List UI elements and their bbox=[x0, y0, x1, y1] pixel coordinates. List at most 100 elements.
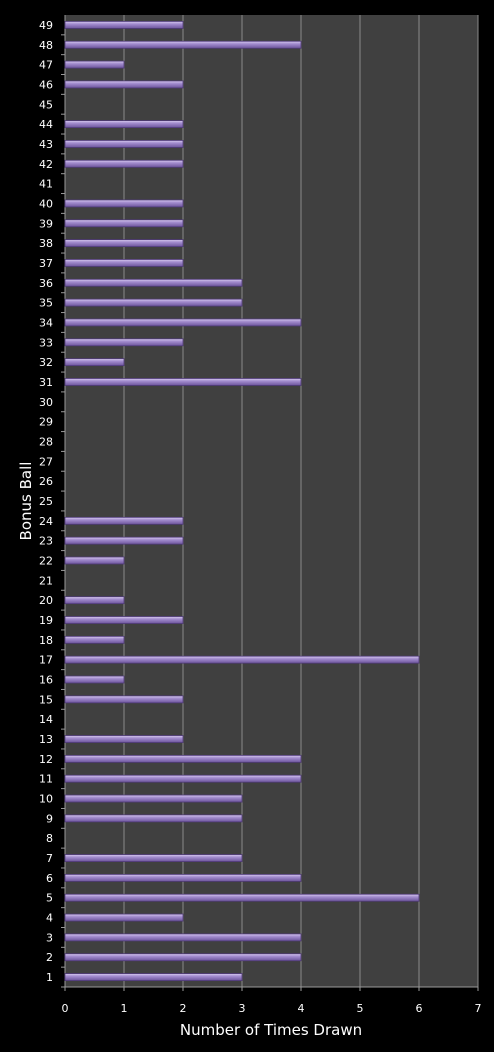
y-tick-label-45: 45 bbox=[39, 98, 53, 111]
y-tick-label-22: 22 bbox=[39, 555, 53, 568]
bar-46 bbox=[64, 80, 184, 89]
y-tick-label-33: 33 bbox=[39, 336, 53, 349]
y-tick-label-12: 12 bbox=[39, 753, 53, 766]
x-tick-label-0: 0 bbox=[62, 1002, 69, 1015]
y-tick-label-10: 10 bbox=[39, 793, 53, 806]
x-tick-label-1: 1 bbox=[121, 1002, 128, 1015]
y-tick-label-36: 36 bbox=[39, 277, 53, 290]
bar-6 bbox=[64, 873, 302, 882]
bar-11 bbox=[64, 774, 302, 783]
bar-24 bbox=[64, 516, 184, 525]
bar-43 bbox=[64, 140, 184, 148]
bar-48 bbox=[64, 40, 302, 49]
y-tick-label-21: 21 bbox=[39, 574, 53, 587]
bar-20 bbox=[64, 596, 125, 605]
y-tick-label-30: 30 bbox=[39, 396, 53, 409]
bar-35 bbox=[64, 298, 243, 307]
y-tick-label-43: 43 bbox=[39, 138, 53, 151]
bar-39 bbox=[64, 219, 184, 228]
y-tick-label-7: 7 bbox=[46, 852, 53, 865]
x-tick-label-2: 2 bbox=[180, 1002, 187, 1015]
bar-22 bbox=[64, 556, 125, 565]
bar-9 bbox=[64, 814, 243, 823]
y-tick-label-37: 37 bbox=[39, 257, 53, 270]
y-tick-label-8: 8 bbox=[46, 832, 53, 845]
x-tick-label-4: 4 bbox=[298, 1002, 305, 1015]
y-tick-label-29: 29 bbox=[39, 416, 53, 429]
bar-37 bbox=[64, 259, 184, 267]
bar-2 bbox=[64, 953, 302, 962]
bar-40 bbox=[64, 199, 184, 208]
bar-13 bbox=[64, 735, 184, 743]
y-tick-label-17: 17 bbox=[39, 654, 53, 667]
bar-10 bbox=[64, 794, 243, 803]
y-tick-label-24: 24 bbox=[39, 515, 53, 528]
y-tick-label-44: 44 bbox=[39, 118, 53, 131]
y-tick-label-31: 31 bbox=[39, 376, 53, 389]
y-tick-label-40: 40 bbox=[39, 197, 53, 210]
y-tick-label-28: 28 bbox=[39, 435, 53, 448]
x-tick-label-3: 3 bbox=[239, 1002, 246, 1015]
x-tick-label-6: 6 bbox=[416, 1002, 423, 1015]
bar-38 bbox=[64, 239, 184, 248]
y-tick-label-9: 9 bbox=[46, 812, 53, 825]
y-tick-labels: 1234567891011121314151617181920212223242… bbox=[39, 19, 65, 988]
y-tick-label-5: 5 bbox=[46, 892, 53, 905]
bar-23 bbox=[64, 536, 184, 545]
bar-42 bbox=[64, 159, 184, 168]
y-tick-label-42: 42 bbox=[39, 158, 53, 171]
y-tick-label-25: 25 bbox=[39, 495, 53, 508]
plot-area bbox=[65, 15, 478, 987]
y-tick-label-13: 13 bbox=[39, 733, 53, 746]
bar-47 bbox=[64, 60, 125, 69]
y-tick-label-15: 15 bbox=[39, 693, 53, 706]
x-tick-labels: 0 1 2 3 4 5 6 7 bbox=[62, 987, 482, 1015]
y-tick-label-32: 32 bbox=[39, 356, 53, 369]
bar-34 bbox=[64, 318, 302, 327]
y-tick-label-48: 48 bbox=[39, 39, 53, 52]
bar-1 bbox=[64, 973, 243, 981]
y-tick-label-49: 49 bbox=[39, 19, 53, 32]
y-tick-label-11: 11 bbox=[39, 773, 53, 786]
bar-4 bbox=[64, 913, 184, 922]
y-tick-label-27: 27 bbox=[39, 455, 53, 468]
y-tick-label-46: 46 bbox=[39, 78, 53, 91]
y-tick-label-3: 3 bbox=[46, 931, 53, 944]
bar-36 bbox=[64, 278, 243, 287]
y-tick-label-41: 41 bbox=[39, 178, 53, 191]
y-tick-label-20: 20 bbox=[39, 594, 53, 607]
y-tick-label-23: 23 bbox=[39, 535, 53, 548]
bar-33 bbox=[64, 338, 184, 347]
y-tick-label-26: 26 bbox=[39, 475, 53, 488]
bar-3 bbox=[64, 933, 302, 942]
x-axis-title: Number of Times Drawn bbox=[180, 1021, 362, 1039]
y-tick-label-39: 39 bbox=[39, 217, 53, 230]
y-tick-label-4: 4 bbox=[46, 912, 53, 925]
bar-32 bbox=[64, 358, 125, 367]
bar-44 bbox=[64, 120, 184, 129]
y-tick-label-6: 6 bbox=[46, 872, 53, 885]
x-tick-label-5: 5 bbox=[357, 1002, 364, 1015]
bar-19 bbox=[64, 616, 184, 624]
x-tick-label-7: 7 bbox=[475, 1002, 482, 1015]
y-tick-label-1: 1 bbox=[46, 971, 53, 984]
bar-16 bbox=[64, 675, 125, 684]
bar-49 bbox=[64, 21, 184, 29]
bar-31 bbox=[64, 378, 302, 386]
bar-17 bbox=[64, 655, 420, 664]
y-tick-label-38: 38 bbox=[39, 237, 53, 250]
y-tick-label-47: 47 bbox=[39, 59, 53, 72]
bar-12 bbox=[64, 754, 302, 763]
bar-7 bbox=[64, 854, 243, 862]
y-tick-label-19: 19 bbox=[39, 614, 53, 627]
bars bbox=[64, 21, 420, 981]
y-tick-label-14: 14 bbox=[39, 713, 53, 726]
gridlines bbox=[64, 15, 479, 988]
y-tick-label-18: 18 bbox=[39, 634, 53, 647]
y-tick-label-16: 16 bbox=[39, 674, 53, 687]
y-tick-label-34: 34 bbox=[39, 316, 53, 329]
y-axis-title: Bonus Ball bbox=[17, 462, 35, 541]
y-tick-label-35: 35 bbox=[39, 297, 53, 310]
bar-5 bbox=[64, 893, 420, 902]
